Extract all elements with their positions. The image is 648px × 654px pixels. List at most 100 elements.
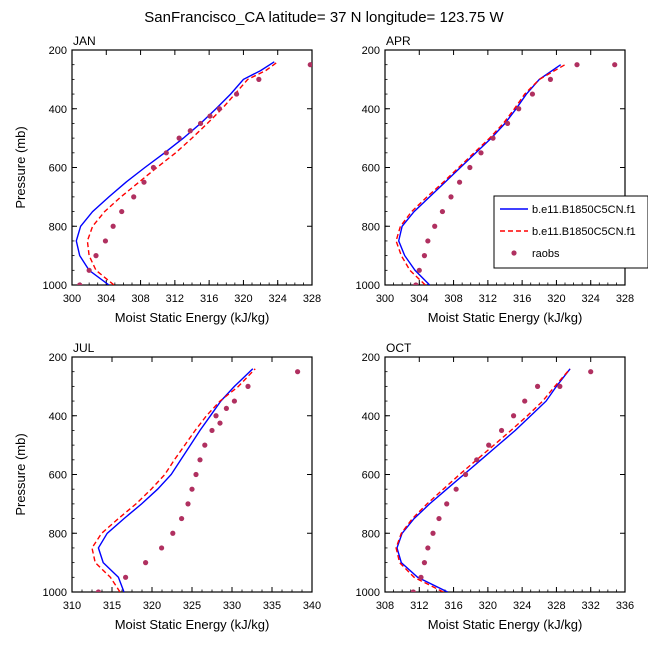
x-tick-label: 336 bbox=[616, 600, 634, 612]
y-tick-label: 200 bbox=[362, 45, 380, 57]
plot-frame bbox=[71, 49, 313, 286]
series-line-solid bbox=[397, 64, 562, 285]
x-tick-label: 320 bbox=[143, 600, 161, 612]
raobs-point bbox=[432, 223, 438, 229]
raobs-point bbox=[245, 383, 251, 389]
raobs-point bbox=[202, 442, 208, 448]
x-tick-label: 300 bbox=[376, 293, 394, 305]
legend-label: raobs bbox=[532, 248, 560, 260]
y-tick-label: 1000 bbox=[356, 280, 380, 292]
raobs-point bbox=[462, 471, 469, 478]
raobs-point bbox=[86, 267, 92, 273]
y-axis-label: Pressure (mb) bbox=[13, 126, 28, 208]
raobs-point bbox=[436, 515, 442, 522]
raobs-point bbox=[534, 383, 541, 389]
panel-label: APR bbox=[386, 34, 411, 48]
raobs-point bbox=[486, 442, 492, 448]
x-tick-label: 328 bbox=[547, 600, 565, 612]
series-group bbox=[75, 61, 312, 285]
raobs-point bbox=[176, 135, 182, 141]
raobs-point bbox=[163, 150, 169, 156]
legend-marker bbox=[511, 250, 517, 256]
x-tick-label: 324 bbox=[269, 293, 287, 305]
x-tick-label: 308 bbox=[376, 600, 394, 612]
y-tick-label: 200 bbox=[49, 45, 67, 57]
x-tick-label: 332 bbox=[582, 600, 600, 612]
y-tick-label: 1000 bbox=[43, 587, 67, 599]
raobs-point bbox=[209, 427, 215, 434]
raobs-point bbox=[474, 457, 480, 463]
x-tick-label: 312 bbox=[166, 293, 184, 305]
raobs-point bbox=[307, 62, 312, 68]
y-tick-label: 800 bbox=[362, 221, 380, 233]
raobs-point bbox=[516, 106, 522, 112]
raobs-point bbox=[95, 589, 101, 592]
raobs-point bbox=[448, 194, 454, 200]
raobs-point bbox=[256, 76, 262, 82]
series-group bbox=[395, 62, 618, 285]
raobs-point bbox=[612, 62, 618, 68]
raobs-point bbox=[93, 253, 99, 259]
x-tick-label: 316 bbox=[444, 600, 462, 612]
x-tick-label: 328 bbox=[616, 293, 634, 305]
raobs-point bbox=[216, 106, 223, 112]
y-tick-label: 800 bbox=[49, 221, 67, 233]
panel-apr: APR 300 304 308 312 316 320 324 328 200 400 600 800 1… bbox=[356, 34, 635, 325]
x-tick-label: 320 bbox=[547, 293, 565, 305]
raobs-point bbox=[193, 471, 199, 478]
raobs-point bbox=[77, 282, 83, 285]
x-tick-label: 320 bbox=[234, 293, 252, 305]
raobs-point bbox=[467, 164, 473, 171]
raobs-point bbox=[478, 150, 484, 156]
x-axis-label: Moist Static Energy (kJ/kg) bbox=[115, 310, 270, 325]
raobs-point bbox=[413, 282, 419, 285]
panel-jan: JAN 300 304 308 312 316 320 324 328 200 400 600 800 1… bbox=[13, 34, 321, 325]
panel-label: OCT bbox=[386, 341, 412, 355]
x-tick-label: 325 bbox=[183, 600, 201, 612]
raobs-point bbox=[418, 574, 424, 580]
raobs-point bbox=[522, 398, 528, 404]
raobs-point bbox=[185, 501, 191, 507]
x-tick-label: 328 bbox=[303, 293, 321, 305]
x-axis-label: Moist Static Energy (kJ/kg) bbox=[428, 617, 583, 632]
raobs-point bbox=[179, 515, 185, 522]
x-tick-label: 310 bbox=[63, 600, 81, 612]
raobs-point bbox=[110, 223, 116, 229]
x-tick-label: 330 bbox=[223, 600, 241, 612]
raobs-point bbox=[504, 120, 511, 127]
raobs-point bbox=[170, 530, 176, 536]
raobs-point bbox=[529, 91, 536, 97]
y-tick-label: 600 bbox=[362, 163, 380, 175]
y-tick-label: 600 bbox=[362, 470, 380, 482]
series-line-dashed bbox=[86, 61, 279, 285]
x-axis-label: Moist Static Energy (kJ/kg) bbox=[428, 310, 583, 325]
raobs-point bbox=[150, 164, 157, 171]
raobs-point bbox=[223, 405, 229, 412]
x-tick-label: 308 bbox=[131, 293, 149, 305]
panel-label: JUL bbox=[73, 341, 95, 355]
raobs-point bbox=[416, 267, 422, 273]
x-tick-label: 312 bbox=[410, 600, 428, 612]
x-axis-label: Moist Static Energy (kJ/kg) bbox=[115, 617, 270, 632]
raobs-point bbox=[102, 238, 109, 244]
raobs-point bbox=[574, 62, 580, 68]
x-tick-label: 304 bbox=[410, 293, 428, 305]
raobs-point bbox=[197, 120, 204, 127]
raobs-point bbox=[410, 589, 416, 592]
x-tick-label: 300 bbox=[63, 293, 81, 305]
y-tick-label: 200 bbox=[49, 352, 67, 364]
raobs-point bbox=[421, 253, 428, 259]
x-tick-label: 335 bbox=[263, 600, 281, 612]
x-tick-label: 312 bbox=[479, 293, 497, 305]
y-tick-label: 200 bbox=[362, 352, 380, 364]
x-tick-label: 316 bbox=[513, 293, 531, 305]
y-tick-label: 600 bbox=[49, 470, 67, 482]
legend-label: b.e11.B1850C5CN.f1 bbox=[532, 226, 636, 238]
y-tick-label: 400 bbox=[362, 411, 380, 423]
series-line-dashed bbox=[395, 64, 566, 285]
raobs-point bbox=[430, 530, 436, 536]
raobs-point bbox=[233, 91, 240, 97]
x-tick-label: 324 bbox=[582, 293, 600, 305]
legend-box bbox=[493, 195, 648, 269]
